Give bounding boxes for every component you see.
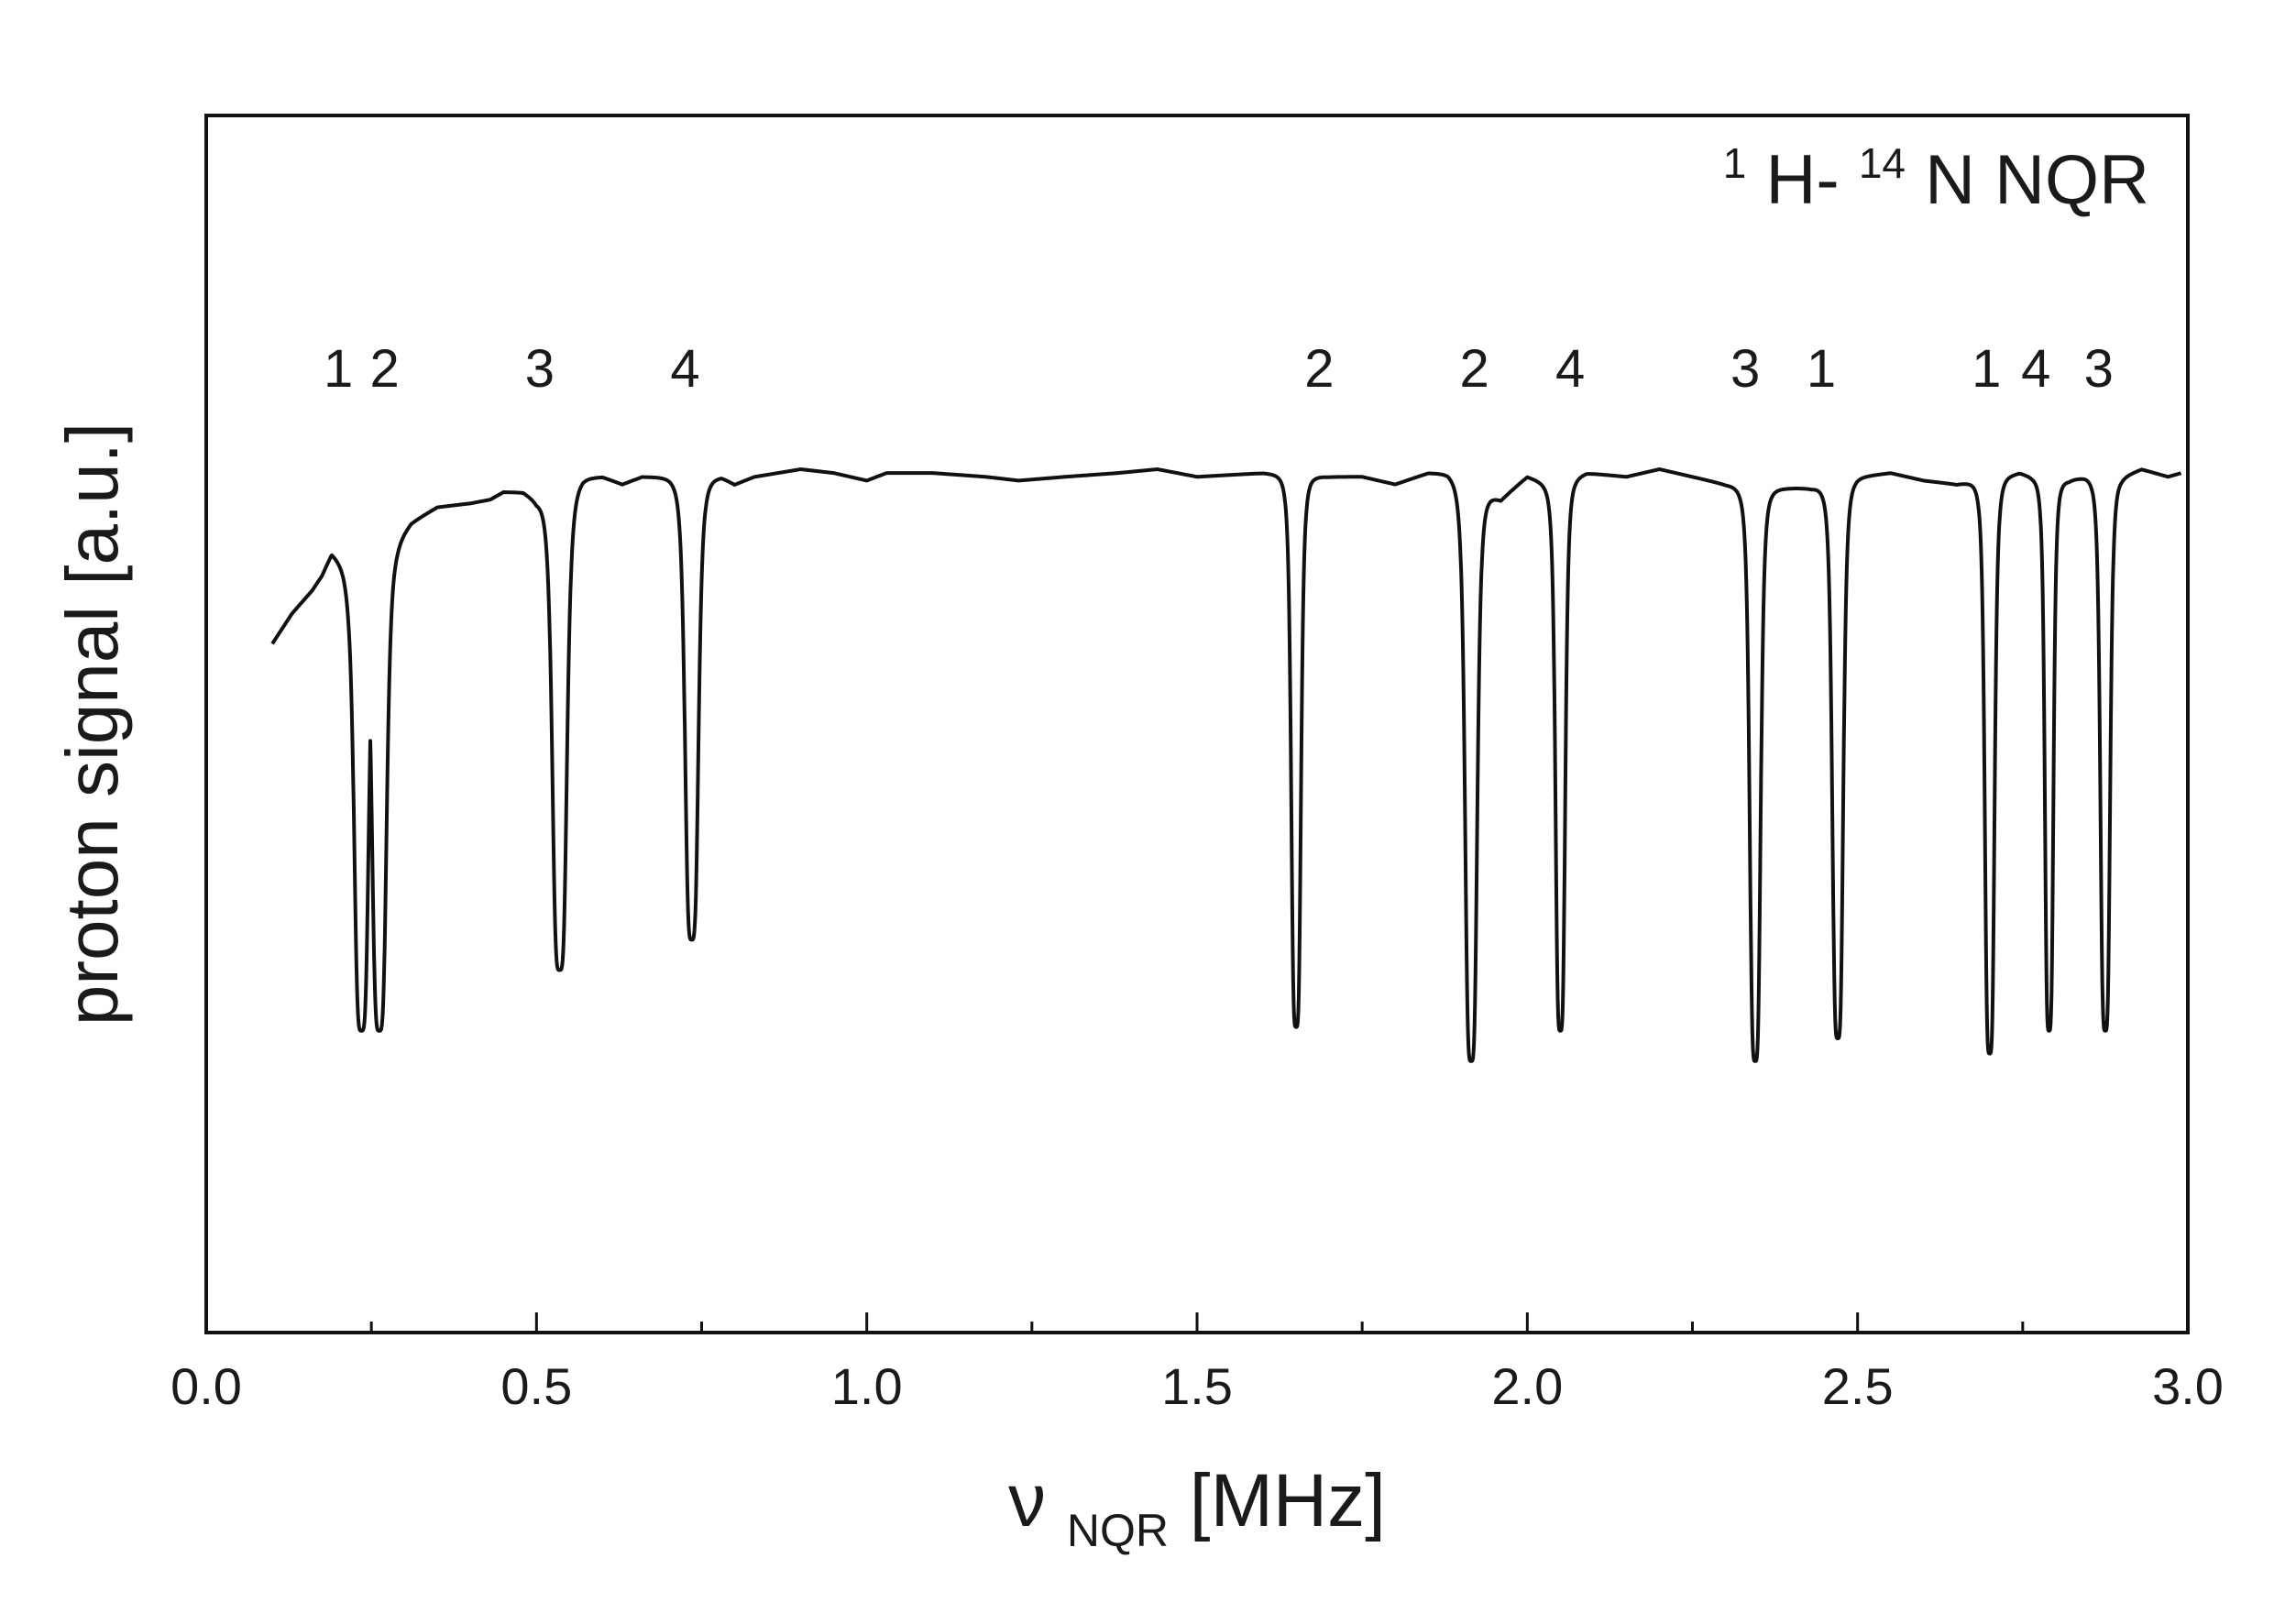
- x-axis-tick-labels: 0.0 0.5 1.0 1.5 2.0 2.5 3.0: [170, 1357, 2224, 1415]
- peak-label: 4: [2021, 339, 2050, 399]
- peak-label: 3: [2084, 339, 2114, 399]
- peak-label: 4: [670, 339, 699, 399]
- peak-label: 2: [1460, 339, 1489, 399]
- x-axis-ticks: [204, 1312, 2190, 1333]
- annotation-label: 1 H- 14 N NQR: [1723, 115, 2149, 219]
- x-tick-label: 2.5: [1822, 1357, 1894, 1415]
- peak-label: 2: [1304, 339, 1334, 399]
- x-tick-label: 1.5: [1161, 1357, 1233, 1415]
- x-tick-label: 0.5: [500, 1357, 572, 1415]
- peak-label: 2: [369, 339, 399, 399]
- peak-label: 1: [1972, 339, 2001, 399]
- plot-frame: [204, 114, 2190, 1334]
- spectrum-line: [270, 467, 2182, 1063]
- x-tick-label: 2.0: [1491, 1357, 1563, 1415]
- peak-label: 1: [324, 339, 353, 399]
- peak-label: 3: [1730, 339, 1760, 399]
- y-axis-label: proton signal [a.u.]: [51, 422, 133, 1026]
- x-tick-label: 0.0: [170, 1357, 242, 1415]
- peak-label: 1: [1807, 339, 1836, 399]
- x-tick-label: 1.0: [831, 1357, 903, 1415]
- peak-label: 4: [1555, 339, 1585, 399]
- x-axis-label: ν NQR [MHz]: [1008, 1459, 1386, 1563]
- peak-label: 3: [525, 339, 555, 399]
- x-tick-label: 3.0: [2152, 1357, 2224, 1415]
